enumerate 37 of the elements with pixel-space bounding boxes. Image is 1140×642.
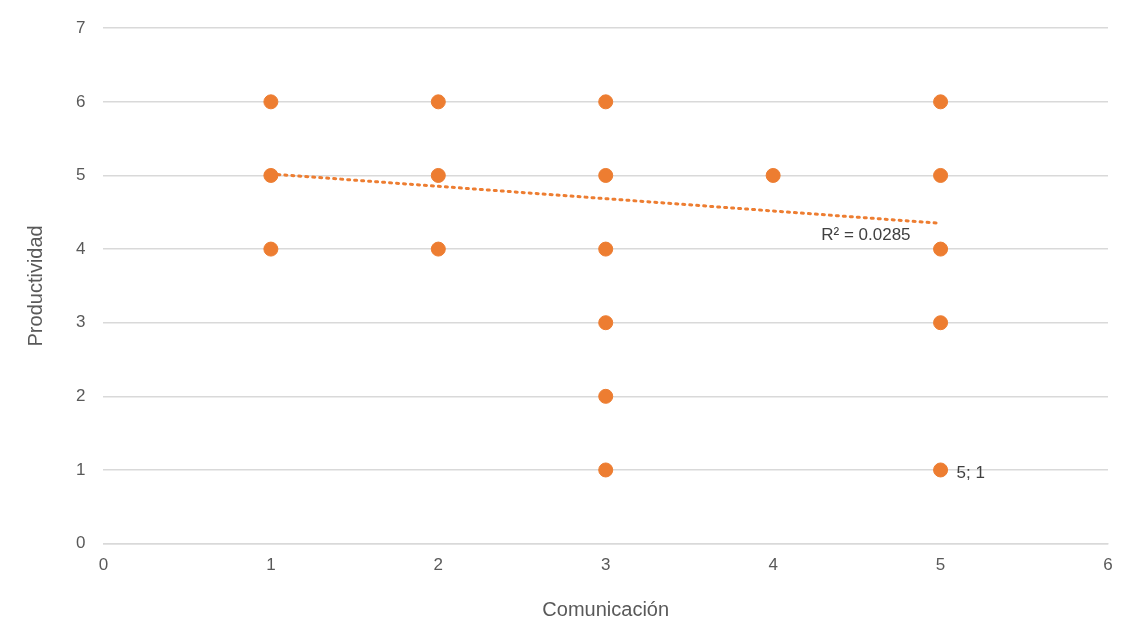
y-tick-label: 2 bbox=[75, 386, 86, 406]
point bbox=[598, 388, 614, 404]
point bbox=[263, 94, 279, 110]
point bbox=[765, 167, 781, 183]
x-tick-label: 5 bbox=[935, 555, 946, 575]
y-tick-label: 5 bbox=[75, 165, 86, 185]
x-tick-label: 6 bbox=[1103, 555, 1113, 575]
point bbox=[933, 315, 949, 331]
y-tick-label: 3 bbox=[75, 312, 86, 332]
point bbox=[598, 94, 614, 110]
x-axis-title: Comunicación bbox=[542, 597, 670, 620]
x-tick-label: 3 bbox=[600, 555, 611, 575]
point bbox=[598, 241, 614, 257]
point bbox=[598, 462, 614, 478]
point bbox=[933, 167, 949, 183]
point bbox=[430, 241, 446, 257]
x-tick-label: 4 bbox=[768, 555, 778, 575]
point bbox=[933, 462, 949, 478]
point bbox=[933, 241, 949, 257]
point bbox=[598, 167, 614, 183]
point bbox=[430, 94, 446, 110]
point bbox=[430, 167, 446, 183]
x-tick-label: 1 bbox=[266, 555, 276, 575]
annotation: R² = 0.0285 bbox=[821, 225, 911, 244]
point bbox=[263, 167, 279, 183]
x-tick-label: 2 bbox=[433, 555, 444, 575]
y-tick-label: 4 bbox=[75, 238, 86, 258]
data-label: 5; 1 bbox=[956, 462, 985, 482]
y-tick-label: 7 bbox=[75, 17, 86, 37]
x-tick-label: 0 bbox=[98, 555, 109, 575]
y-axis-title: Productividad bbox=[23, 225, 46, 347]
y-tick-label: 6 bbox=[75, 91, 86, 111]
y-tick-label: 1 bbox=[75, 459, 86, 479]
point bbox=[933, 94, 949, 110]
y-tick-label: 0 bbox=[75, 533, 86, 553]
point bbox=[598, 315, 614, 331]
point bbox=[263, 241, 279, 257]
